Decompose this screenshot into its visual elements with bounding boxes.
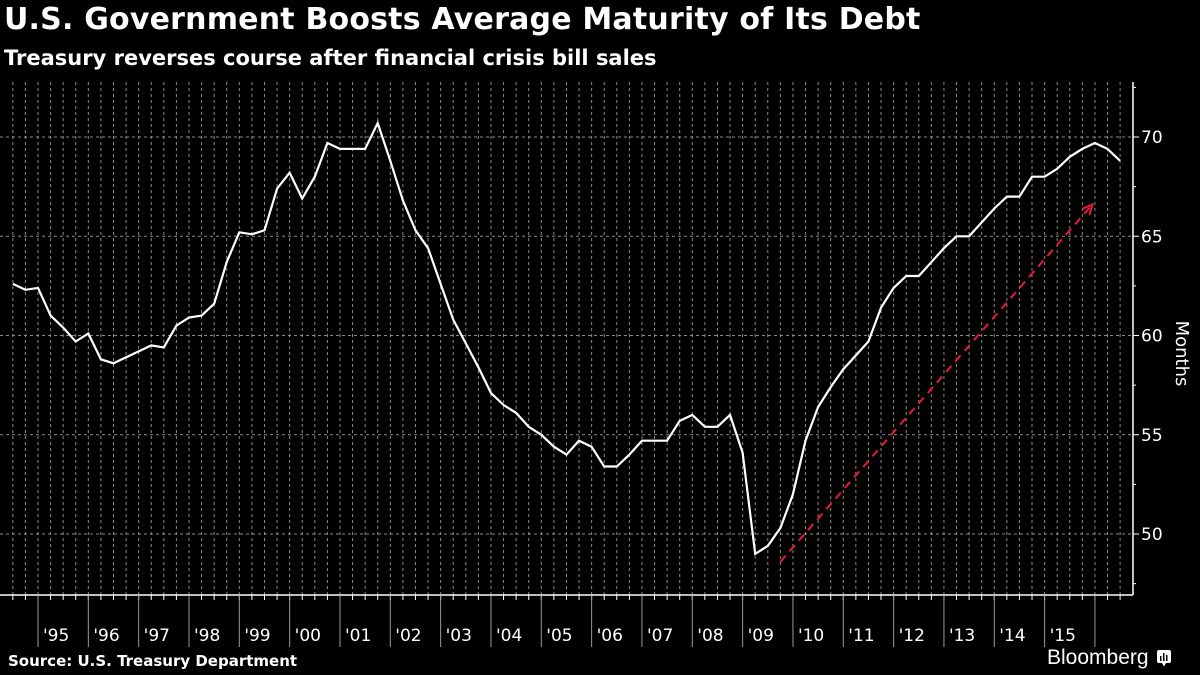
x-tick-label: '11 <box>848 626 874 646</box>
x-tick-label: '96 <box>93 626 119 646</box>
series-line <box>12 120 1121 556</box>
x-tick-label: '05 <box>546 626 572 646</box>
x-tick-label: '12 <box>899 626 925 646</box>
x-tick-label: '02 <box>395 626 421 646</box>
x-tick-label: '03 <box>446 626 472 646</box>
trend-arrow <box>779 202 1094 563</box>
x-tick-label: '15 <box>1050 626 1076 646</box>
x-tick-label: '97 <box>144 626 170 646</box>
y-axis-title: Months <box>1171 321 1192 387</box>
y-tick-label: 55 <box>1141 426 1163 446</box>
y-tick-label: 60 <box>1141 327 1163 347</box>
bloomberg-logo: Bloomberg <box>1047 646 1171 670</box>
y-tick-label: 65 <box>1141 227 1163 247</box>
trend-arrow-head <box>1081 202 1094 216</box>
x-axis-ticks: '95 '96 '97 '98 '99 '00 '01 '02 '03 '04 '05 '06 '07 '… <box>12 595 1121 647</box>
y-axis-ticks: 50 55 60 65 70 <box>1133 86 1163 585</box>
x-tick-label: '01 <box>345 626 371 646</box>
x-tick-label: '04 <box>496 626 522 646</box>
horizontal-gridlines <box>0 136 1133 535</box>
y-tick-label: 50 <box>1141 525 1163 545</box>
chart-title: U.S. Government Boosts Average Maturity … <box>4 2 921 37</box>
trend-arrow-shaft <box>779 203 1094 563</box>
x-tick-label: '09 <box>748 626 774 646</box>
chart-subtitle: Treasury reverses course after financial… <box>4 46 657 70</box>
x-tick-label: '99 <box>244 626 270 646</box>
x-tick-label: '06 <box>597 626 623 646</box>
x-tick-label: '07 <box>647 626 673 646</box>
vertical-gridlines <box>12 82 1121 595</box>
x-tick-label: '08 <box>697 626 723 646</box>
x-tick-label: '14 <box>999 626 1025 646</box>
x-tick-label: '98 <box>194 626 220 646</box>
x-tick-label: '10 <box>798 626 824 646</box>
source-note: Source: U.S. Treasury Department <box>8 652 298 670</box>
bloomberg-chart-icon <box>1156 649 1171 666</box>
y-tick-label: 70 <box>1141 128 1163 148</box>
x-tick-label: '95 <box>43 626 69 646</box>
x-tick-label: '13 <box>949 626 975 646</box>
x-tick-label: '00 <box>295 626 321 646</box>
brand-text: Bloomberg <box>1047 646 1149 669</box>
series-layer <box>12 120 1121 556</box>
